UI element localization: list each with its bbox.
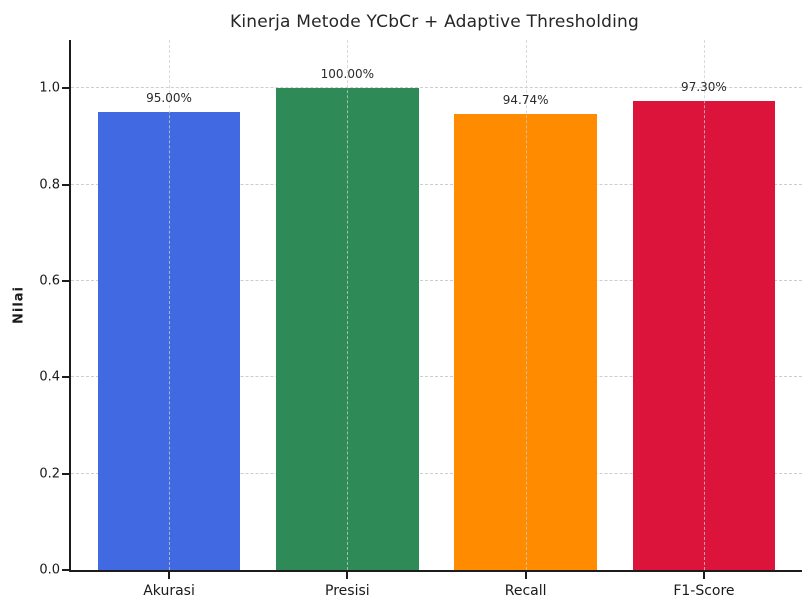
y-tick-label: 0.6 [39, 273, 60, 289]
y-tick-mark [62, 569, 69, 571]
x-tick-mark [524, 572, 527, 579]
x-tick-mark [168, 572, 171, 579]
y-tick-mark [62, 376, 69, 379]
bar-value-label: 100.00% [320, 67, 375, 82]
y-tick-label: 0.4 [39, 369, 60, 385]
gridline-horizontal [71, 183, 802, 185]
gridline-vertical [525, 40, 527, 570]
y-tick-mark [62, 183, 69, 186]
gridline-vertical [169, 40, 171, 570]
gridline-vertical [347, 40, 349, 570]
y-tick-mark [62, 472, 69, 475]
bar-value-label: 94.74% [502, 92, 549, 107]
gridline-horizontal [71, 279, 802, 281]
x-tick-mark [346, 572, 349, 579]
x-tick-label: Recall [504, 583, 547, 599]
x-tick-label: Presisi [325, 583, 370, 599]
y-tick-mark [62, 279, 69, 282]
x-tick-label: Akurasi [143, 583, 195, 599]
bar-f1-score [632, 101, 776, 570]
y-tick-label: 0.2 [39, 466, 60, 482]
plot-area: 0.0 0.2 0.4 0.6 0.8 1.0 95.00% Akurasi 100.00% Pr… [39, 40, 802, 599]
gridline-horizontal [71, 472, 802, 474]
bar-value-label: 97.30% [681, 80, 727, 95]
x-tick-label: F1-Score [673, 583, 735, 599]
gridline-horizontal [71, 376, 802, 378]
y-tick-label: 0.0 [39, 562, 60, 578]
bar-value-label: 95.00% [146, 91, 192, 106]
y-axis-label: Nilai [11, 285, 27, 325]
x-tick-mark [702, 572, 705, 579]
gridline-horizontal [71, 87, 802, 89]
y-tick-mark [62, 87, 69, 90]
gridline-vertical [703, 40, 705, 570]
y-tick-label: 1.0 [39, 80, 60, 96]
chart-title: Kinerja Metode YCbCr + Adaptive Threshol… [229, 12, 640, 32]
y-tick-label: 0.8 [39, 177, 60, 193]
